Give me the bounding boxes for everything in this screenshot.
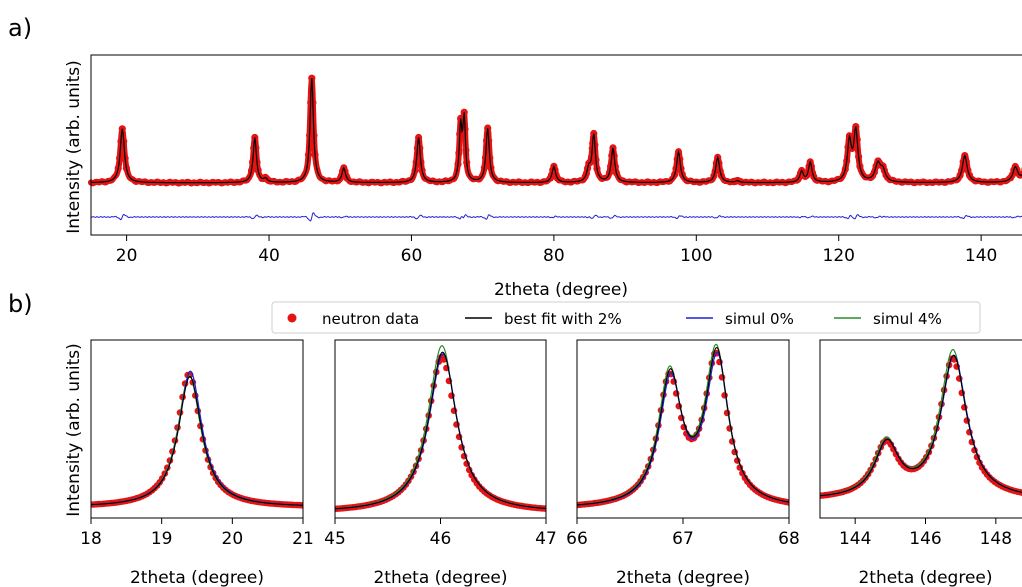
panel-label-a: a) <box>8 14 32 42</box>
panel-b2-plot-area <box>335 345 546 513</box>
panel-a-axes-frame <box>90 54 1022 236</box>
panel-b2-xtick-label: 45 <box>324 529 346 549</box>
panel-b1-axes-frame <box>90 339 304 519</box>
panel-b2: 45 46 47 2theta (degree) <box>324 339 557 587</box>
panel-b4-xlabel: 2theta (degree) <box>858 568 992 587</box>
panel-a-xtick-label: 20 <box>116 246 138 266</box>
panel-a-xtick-label: 40 <box>258 246 280 266</box>
panel-a-ylabel: Intensity (arb. units) <box>64 60 84 233</box>
legend-label-fit: best fit with 2% <box>504 310 622 328</box>
panel-b2-xlabel: 2theta (degree) <box>373 568 507 587</box>
panel-b3-xtick-label: 66 <box>566 529 588 549</box>
legend-label-sim0: simul 0% <box>725 310 794 328</box>
legend-frame <box>271 301 981 334</box>
panel-a-xtick-label: 80 <box>543 246 565 266</box>
panel-b3-fit-line <box>577 346 789 506</box>
panel-b4-xtick-label: 144 <box>839 529 871 549</box>
panel-b3-plot-area <box>577 343 789 509</box>
panel-b4-fit-line <box>820 354 1022 497</box>
panel-b1: 18 19 20 21 2theta (degree) <box>80 339 314 587</box>
panel-b2-xtick-label: 47 <box>535 529 557 549</box>
panel-b3-data-point <box>721 392 728 399</box>
panel-b3-xtick-label: 68 <box>778 529 800 549</box>
panel-a-xtick-label: 100 <box>680 246 712 266</box>
legend-marker-data <box>287 313 297 323</box>
panel-b1-xlabel: 2theta (degree) <box>130 568 264 587</box>
panel-b4-sim0-line <box>820 354 1022 497</box>
panel-b1-plot-area <box>91 370 303 509</box>
panel-a: Intensity (arb. units) 20 40 60 80 100 120 140… <box>64 54 1022 300</box>
panel-b3: 66 67 68 2theta (degree) <box>566 339 800 587</box>
panel-b4: 144 146 148 2theta (degree) <box>819 339 1022 587</box>
panel-b1-xtick-label: 21 <box>292 529 314 549</box>
panel-a-difference-line <box>91 211 1022 222</box>
panel-a-plot-area <box>88 74 1022 222</box>
panel-b2-fit-line <box>335 351 546 510</box>
panel-b3-xtick-label: 67 <box>672 529 694 549</box>
panel-b1-xtick-label: 18 <box>80 529 102 549</box>
panel-b3-data-point <box>718 374 726 381</box>
panel-b4-plot-area <box>820 348 1022 499</box>
panel-a-xticks: 20 40 60 80 100 120 140 <box>116 235 997 266</box>
panel-b4-sim4-line <box>820 348 1022 497</box>
panel-b3-xlabel: 2theta (degree) <box>616 568 750 587</box>
legend-label-data: neutron data <box>322 310 419 328</box>
panel-b2-sim0-line <box>335 353 546 510</box>
panel-b1-fit-line <box>91 375 303 506</box>
panel-a-xlabel: 2theta (degree) <box>494 280 628 300</box>
legend: neutron data best fit with 2% simul 0% s… <box>271 301 981 334</box>
panel-b1-sim0-line <box>91 370 303 506</box>
panel-b1-xtick-label: 20 <box>222 529 244 549</box>
panel-b2-sim4-line <box>335 345 546 510</box>
panel-b4-xtick-label: 148 <box>980 529 1012 549</box>
panel-a-xtick-label: 120 <box>823 246 855 266</box>
panel-b4-xtick-label: 146 <box>909 529 941 549</box>
legend-label-sim4: simul 4% <box>873 310 942 328</box>
panel-a-fit-line <box>91 78 1022 184</box>
panel-label-b: b) <box>8 290 33 318</box>
panel-b2-axes-frame <box>334 339 547 519</box>
panel-b1-xtick-label: 19 <box>151 529 173 549</box>
panel-a-xtick-label: 60 <box>401 246 423 266</box>
panel-b-ylabel: Intensity (arb. units) <box>64 343 84 516</box>
panel-b2-xtick-label: 46 <box>430 529 452 549</box>
panel-a-xtick-label: 140 <box>965 246 997 266</box>
